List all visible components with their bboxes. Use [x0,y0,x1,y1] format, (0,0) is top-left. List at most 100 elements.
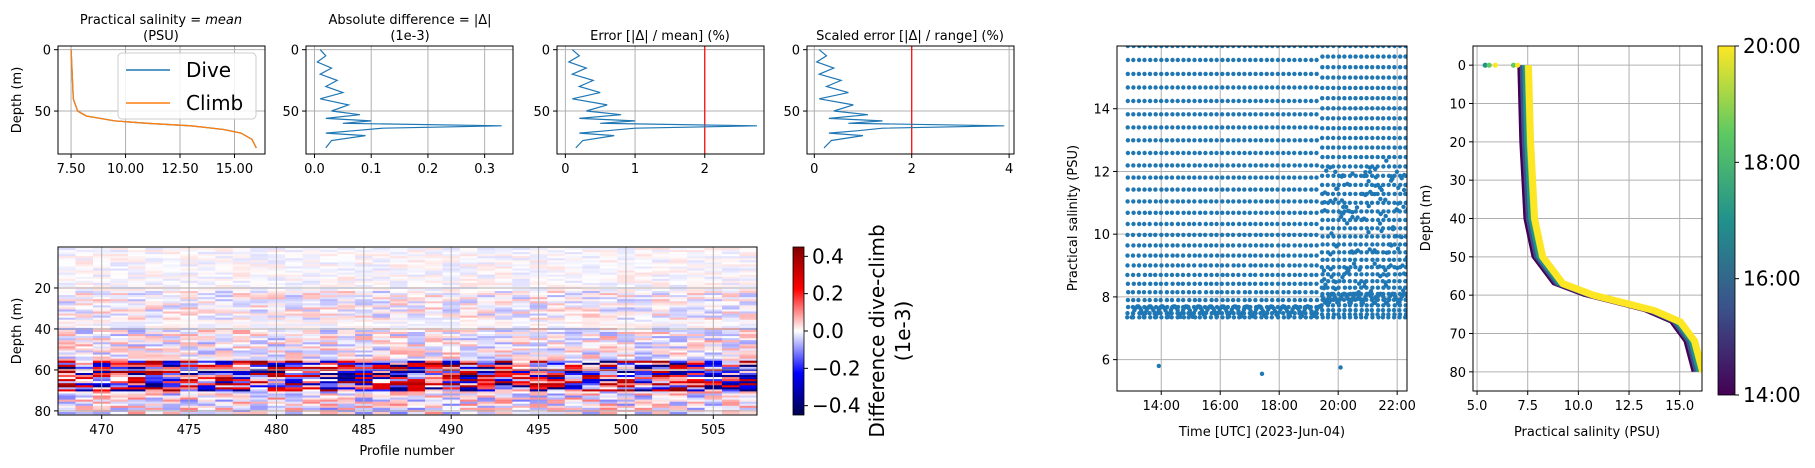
timeseries-point [1350,210,1355,215]
heatmap-cell [652,381,670,384]
heatmap-cell [477,407,496,411]
timeseries-point [1153,199,1159,204]
heatmap-cell [425,309,443,312]
heatmap-cell [250,252,268,255]
heatmap-cell [162,278,181,282]
heatmap-cell [197,375,216,378]
heatmap-cell [58,250,76,253]
heatmap-cell [145,260,164,263]
heatmap-cell [687,348,705,351]
heatmap-cell [407,405,426,409]
timeseries-point [1158,98,1164,104]
heatmap-cell [652,293,670,296]
heatmap-cell [634,407,653,411]
timeseries-point [1325,209,1330,214]
heatmap-cell [337,250,356,253]
heatmap-cell [250,397,268,400]
heatmap-cell [425,274,443,277]
heatmap-cell [250,303,268,306]
timeseries-point [1403,126,1407,131]
heatmap-cell [582,395,601,398]
timeseries-point [1147,112,1153,117]
timeseries-point [1276,253,1281,258]
heatmap-cell [494,258,513,261]
heatmap-cell [687,366,705,370]
heatmap-cell [162,319,181,322]
error-line [567,49,758,149]
timeseries-point [1392,96,1397,101]
heatmap-cell [634,397,653,400]
timeseries-point [1253,187,1258,192]
heatmap-cell [127,342,146,345]
heatmap-cell [302,381,321,384]
heatmap-cell [425,260,443,263]
heatmap-cell [162,268,181,271]
heatmap-cell [459,401,478,404]
heatmap-cell [459,338,478,341]
heatmap-cell [162,383,181,386]
timeseries-point [1364,242,1369,247]
heatmap-cell [494,270,513,273]
heatmap-cell [197,250,216,253]
heatmap-cell [599,399,618,402]
timeseries-point [1386,217,1392,223]
heatmap-cell [232,291,251,294]
timeseries-point [1131,112,1136,117]
heatmap-cell [547,321,566,325]
heatmap-cell [390,411,408,415]
heatmap-cell [477,387,496,390]
heatmap-cell [652,248,670,251]
timeseries-point [1142,232,1147,238]
heatmap-cell [652,268,670,271]
timeseries-point [1308,243,1314,248]
heatmap-cell [739,358,757,361]
heatmap-cell [110,338,129,341]
heatmap-cell [739,354,757,357]
timeseries-point [1214,150,1219,156]
heatmap-cell [197,336,216,339]
timeseries-point [1164,221,1169,227]
heatmap-cell [197,313,216,316]
timeseries-point [1264,272,1270,278]
timeseries-point [1220,98,1225,104]
heatmap-cell [407,352,426,355]
heatmap-cell [320,403,338,406]
heatmap-cell [599,344,618,347]
heatmap-cell [197,391,216,394]
heatmap-cell [372,362,391,366]
timeseries-point [1153,175,1159,180]
heatmap-cell [582,270,601,273]
timeseries-point [1203,57,1208,63]
heatmap-cell [564,315,583,318]
heatmap-cell [634,264,653,267]
heatmap-cell [722,303,740,306]
heatmap-cell [58,385,76,388]
timeseries-point [1370,54,1375,59]
timeseries-point [1281,175,1286,180]
heatmap-cell [285,252,303,255]
heatmap-cell [127,289,146,292]
heatmap-cell [302,348,321,351]
heatmap-cell [337,317,356,320]
timeseries-point [1358,312,1364,317]
heatmap-cell [425,323,443,327]
heatmap-cell [372,356,391,359]
heatmap-cell [127,295,146,298]
timeseries-point [1336,85,1342,91]
heatmap-cell [739,332,757,335]
timeseries-point [1364,126,1369,131]
heatmap-cell [58,299,76,302]
timeseries-point [1147,243,1153,248]
timeseries-point [1375,257,1380,262]
timeseries-point [1275,163,1280,168]
timeseries-point [1225,138,1231,143]
timeseries-point [1325,154,1330,160]
heatmap-cell [652,373,670,376]
heatmap-cell [477,250,496,253]
heatmap-cell [302,266,321,269]
heatmap-cell [302,407,321,411]
timeseries-point [1270,57,1275,63]
heatmap-cell [320,317,338,320]
timeseries-point [1375,106,1381,111]
heatmap-cell [285,397,303,400]
